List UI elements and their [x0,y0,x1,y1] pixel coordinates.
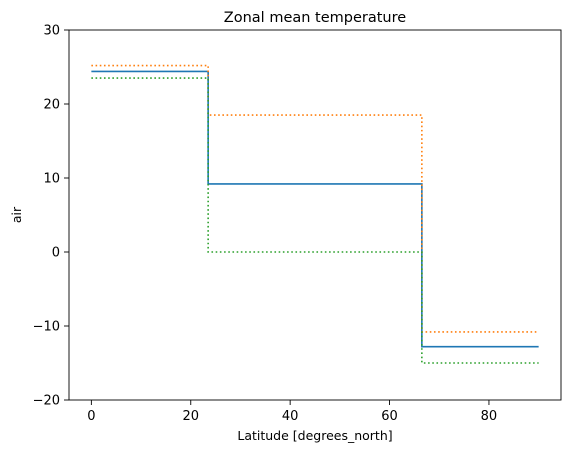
y-axis: −20 −10 0 10 20 30 [33,24,69,409]
series-line-2 [91,64,539,333]
series-line-1 [91,70,539,348]
x-tick-label: 80 [481,409,498,424]
x-axis-title: Latitude [degrees_north] [237,428,392,443]
y-tick-label: 30 [43,24,60,39]
x-tick-label: 60 [381,409,398,424]
x-tick-label: 20 [182,409,199,424]
series-layer [91,64,539,364]
plot-area-frame [68,29,562,401]
y-tick-label: 10 [43,172,60,187]
chart-title: Zonal mean temperature [224,10,406,26]
y-tick-label: 0 [52,246,60,261]
x-tick-label: 40 [282,409,299,424]
y-axis-title: air [9,206,24,223]
y-tick-label: 20 [43,98,60,113]
y-tick-label: −10 [33,320,60,335]
series-line-3 [91,77,539,364]
y-tick-label: −20 [33,394,60,409]
x-axis: 0 20 40 60 80 [87,400,497,424]
x-tick-label: 0 [87,409,95,424]
